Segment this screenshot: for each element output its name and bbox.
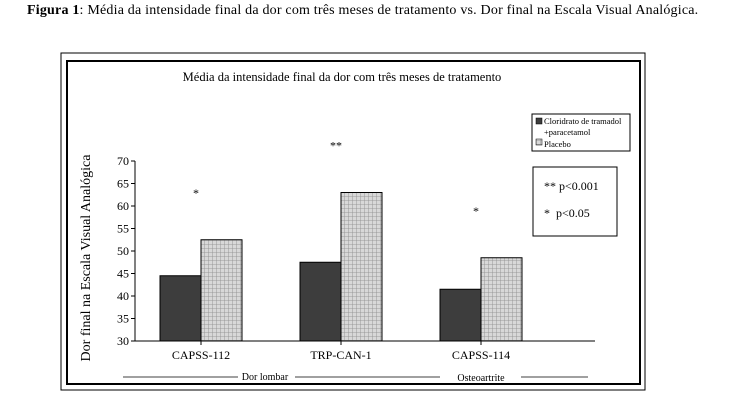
pvalue-annotation-2: * p<0.05	[544, 206, 590, 220]
figure-caption: Figura 1: Média da intensidade final da …	[27, 2, 747, 19]
pvalue-annotation-1: ** p<0.001	[544, 179, 599, 193]
figure-label: Figura 1	[27, 3, 80, 18]
legend-swatch-tramadol	[535, 117, 543, 125]
y-tick-label: 40	[117, 289, 129, 303]
legend-box	[531, 113, 631, 152]
significance-mark: *	[473, 204, 479, 218]
y-tick-label: 65	[117, 177, 129, 191]
pvalue-box	[532, 166, 618, 237]
legend: Cloridrato de tramadol +paracetamol Plac…	[531, 113, 631, 152]
significance-mark: *	[193, 186, 199, 200]
y-tick-label: 35	[117, 312, 129, 326]
y-tick-label: 70	[117, 154, 129, 168]
figure-caption-text: : Média da intensidade final da dor com …	[79, 3, 699, 18]
bar-placebo-capss-112	[200, 239, 243, 342]
y-tick-label: 45	[117, 267, 129, 281]
y-axis-label: Dor final na Escala Visual Analógica	[79, 154, 94, 362]
legend-label-placebo: Placebo	[544, 139, 571, 149]
x-tick-label: TRP-CAN-1	[310, 348, 371, 362]
x-tick-label: CAPSS-114	[452, 348, 510, 362]
bar-tramadol-trp-can-1	[299, 261, 342, 342]
legend-label-tramadol: Cloridrato de tramadol	[544, 116, 622, 126]
y-tick-label: 50	[117, 244, 129, 258]
bar-tramadol-capss-112	[159, 275, 202, 342]
group-label-dor-lombar: Dor lombar	[242, 372, 289, 383]
bar-placebo-capss-114	[480, 257, 523, 342]
legend-label-tramadol-cont: +paracetamol	[544, 127, 591, 137]
chart-outer-frame	[60, 52, 646, 391]
chart-title: Média da intensidade final da dor com tr…	[183, 70, 502, 84]
group-label-osteoartrite: Osteoartrite	[457, 373, 505, 384]
significance-mark: **	[330, 139, 342, 153]
legend-swatch-placebo	[535, 138, 543, 146]
chart-inner-frame	[66, 60, 641, 385]
y-tick-label: 55	[117, 222, 129, 236]
bar-placebo-trp-can-1	[340, 192, 383, 342]
x-tick-label: CAPSS-112	[172, 348, 230, 362]
bar-tramadol-capss-114	[439, 288, 482, 342]
y-tick-label: 60	[117, 199, 129, 213]
y-tick-label: 30	[117, 334, 129, 348]
